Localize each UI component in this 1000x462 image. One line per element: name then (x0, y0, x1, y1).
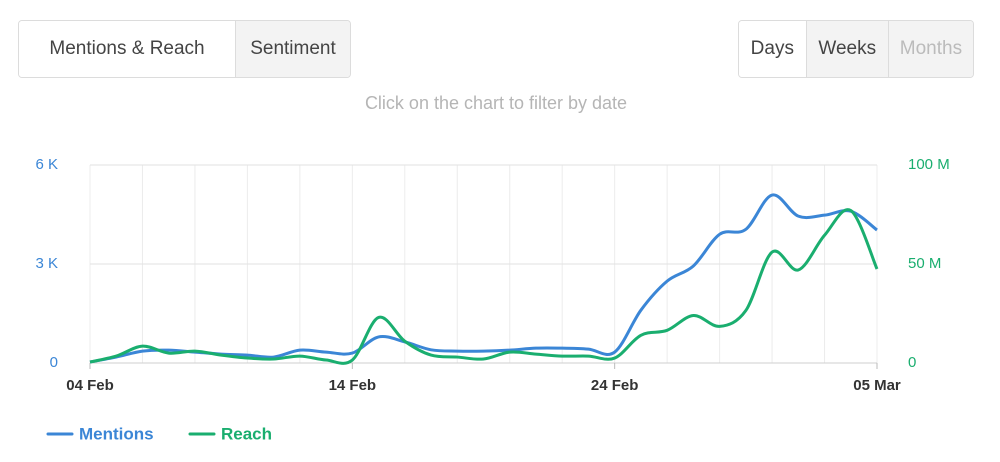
y2-tick-label: 100 M (908, 156, 950, 173)
period-button[interactable]: Weeks (805, 21, 888, 77)
series-line (89, 208, 879, 365)
y-tick-label: 6 K (35, 156, 58, 173)
x-tick-label: 14 Feb (329, 377, 377, 394)
x-tick-label: 24 Feb (591, 377, 639, 394)
chart-subtitle: Click on the chart to filter by date (365, 93, 627, 113)
tab[interactable]: Sentiment (235, 21, 350, 77)
legend-label[interactable]: Mentions (79, 424, 154, 443)
x-tick-label: 05 Mar (853, 377, 901, 394)
y-tick-label: 3 K (35, 255, 58, 272)
y2-tick-label: 0 (908, 354, 916, 371)
tab-group: Mentions & Reach Sentiment (18, 20, 351, 78)
y-tick-label: 0 (50, 354, 58, 371)
period-button: Months (887, 21, 973, 77)
y2-tick-label: 50 M (908, 255, 941, 272)
tab[interactable]: Mentions & Reach (19, 21, 235, 77)
x-tick-label: 04 Feb (66, 377, 114, 394)
period-group: Days Weeks Months (738, 20, 974, 78)
period-button[interactable]: Days (739, 21, 806, 77)
legend-label[interactable]: Reach (221, 424, 272, 443)
